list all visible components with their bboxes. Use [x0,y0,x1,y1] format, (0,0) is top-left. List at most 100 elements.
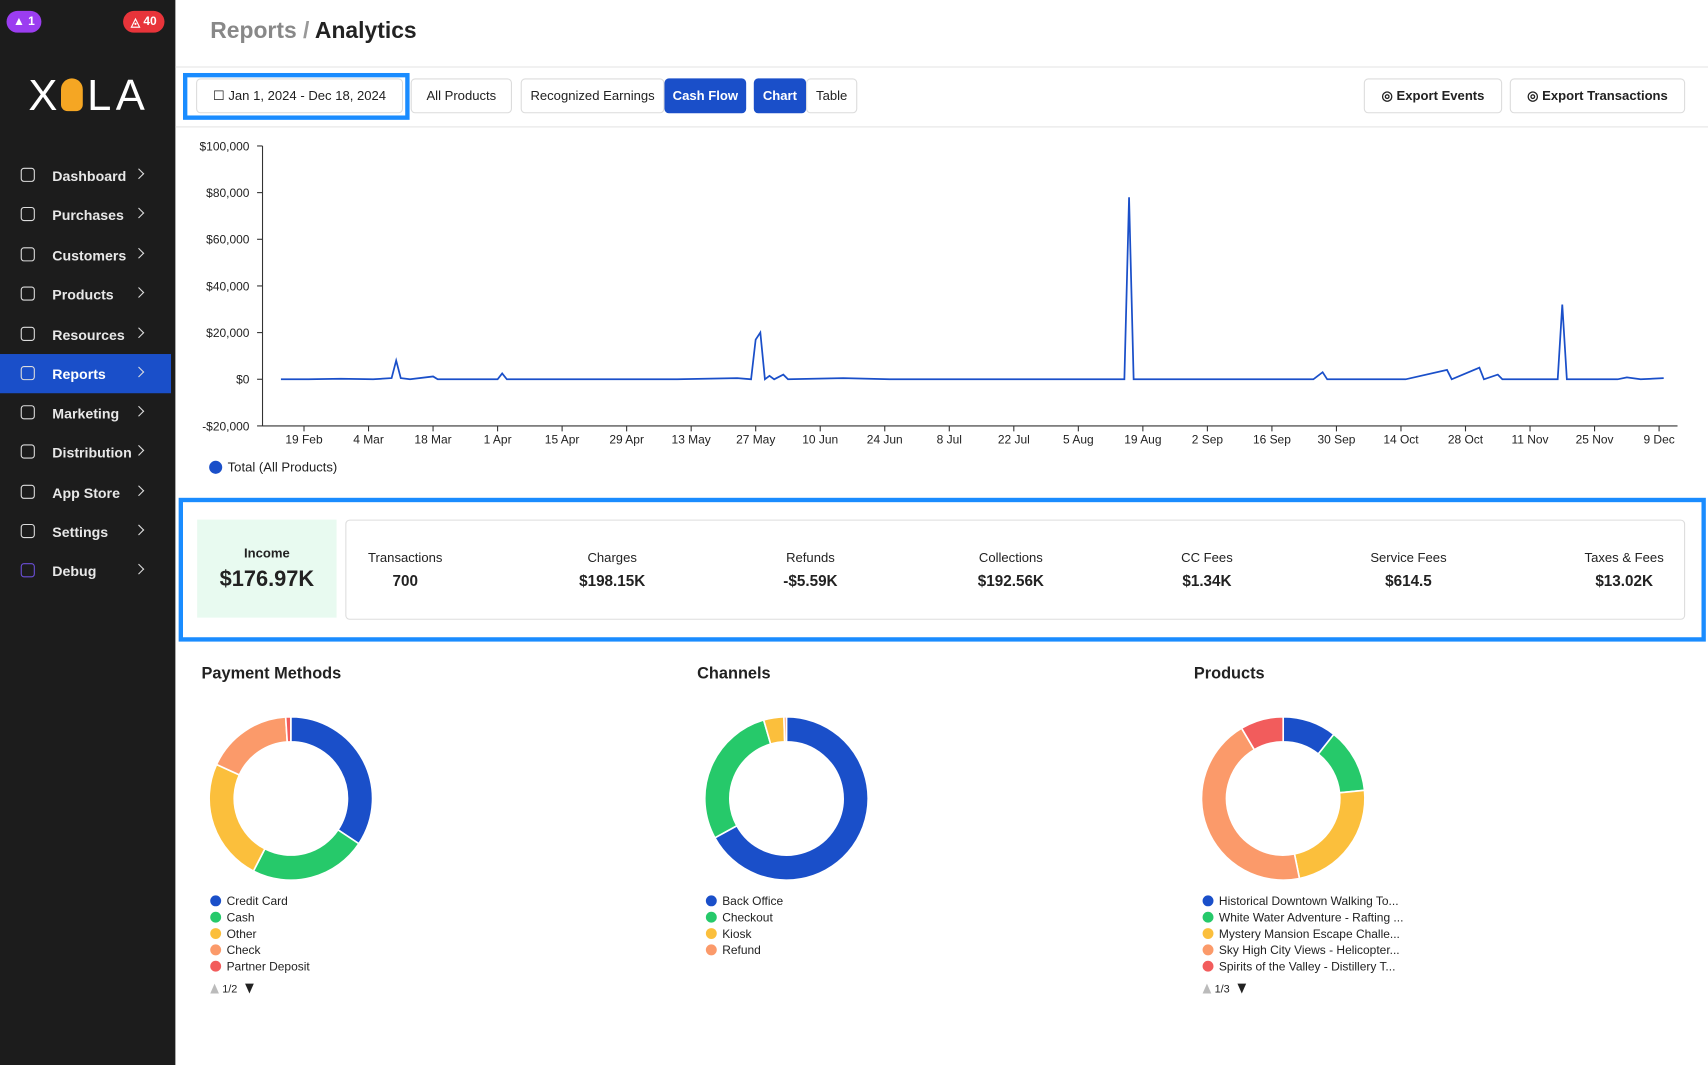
legend-marker [210,944,222,956]
nav-label: Purchases [52,206,124,223]
donut-slice[interactable] [704,718,772,839]
legend-marker [1202,960,1214,972]
nav-icon [20,247,35,262]
nav-item[interactable]: Products [0,275,171,314]
divider [175,66,1708,68]
stat-value: $614.5 [1385,571,1432,590]
toggle-button[interactable]: Cash Flow [664,78,747,114]
donut-slice[interactable] [1240,715,1285,751]
nav-item[interactable]: Resources [0,315,171,354]
toggle-button[interactable]: Recognized Earnings [520,78,665,114]
stat: Taxes & Fees $13.02K [1559,520,1690,620]
pager-next[interactable] [245,983,254,994]
pager-label: 1/3 [1215,983,1230,995]
x-tick-label: 22 Jul [998,432,1030,446]
donut-slice[interactable] [1200,727,1301,881]
nav-item[interactable]: Marketing [0,393,171,432]
toggle-button[interactable]: Table [806,78,858,114]
legend-label[interactable]: Kiosk [722,927,751,941]
breadcrumb-parent[interactable]: Reports [210,18,297,44]
stat-label: Charges [587,550,637,566]
legend-label[interactable]: Back Office [722,894,783,908]
legend-marker [1202,911,1214,923]
x-tick-label: 14 Oct [1383,432,1419,446]
chevron [133,405,145,417]
legend-label[interactable]: Partner Deposit [227,960,311,974]
nav-icon [20,286,35,301]
nav-icon [20,563,35,578]
legend-label[interactable]: Historical Downtown Walking To... [1219,894,1399,908]
legend-label[interactable]: Check [227,943,261,957]
x-tick-label: 16 Sep [1253,432,1291,446]
y-tick-label: -$20,000 [202,419,250,433]
donut-slice[interactable] [1293,789,1366,880]
donut-slice[interactable] [208,763,266,873]
chart-title: Products [1194,665,1265,683]
pager-next[interactable] [1237,983,1247,994]
x-tick-label: 4 Mar [353,432,384,446]
pager-prev[interactable] [1202,983,1212,994]
y-tick-label: $80,000 [206,186,250,200]
legend-marker [1202,944,1214,956]
legend-label[interactable]: Checkout [722,911,773,925]
donut-slice[interactable] [284,715,292,743]
logo-icon [61,78,83,112]
nav-item[interactable]: Customers [0,235,171,274]
pager-label: 1/2 [222,983,237,995]
nav-item[interactable]: Debug [0,551,171,590]
stat-label: Taxes & Fees [1584,550,1664,566]
nav-item[interactable]: App Store [0,473,171,512]
nav-label: Resources [52,326,125,343]
date-range[interactable]: ☐ Jan 1, 2024 - Dec 18, 2024 [196,78,404,114]
legend-marker [210,895,222,907]
donut-slice[interactable] [783,715,788,743]
nav-item[interactable]: Purchases [0,195,171,234]
donut-slice[interactable] [215,716,289,777]
legend-label[interactable]: Spirits of the Valley - Distillery T... [1219,960,1395,974]
x-tick-label: 15 Apr [545,432,580,446]
pager-prev[interactable] [210,983,219,994]
stat-value: 700 [392,571,418,590]
legend-label[interactable]: Refund [722,943,761,957]
legend-label[interactable]: Other [227,927,257,941]
nav-label: Settings [52,523,109,540]
export-button[interactable]: ◎ Export Transactions [1509,78,1686,114]
income-label: Income [243,545,290,561]
legend-label[interactable]: White Water Adventure - Rafting ... [1219,911,1403,925]
legend-marker [705,944,717,956]
x-tick-label: 28 Oct [1448,432,1484,446]
donut-slice[interactable] [252,828,360,881]
stat-value: $192.56K [977,571,1044,590]
legend-label[interactable]: Sky High City Views - Helicopter... [1219,943,1400,957]
badge-count: 1 [28,15,35,29]
toggle-button[interactable]: Chart [753,78,807,114]
legend-marker [1202,895,1214,907]
nav-item[interactable]: Dashboard [0,156,171,195]
donut-slice[interactable] [713,715,869,881]
badge[interactable]: ◬ 40 [123,10,165,33]
chevron [133,168,145,180]
x-tick-label: 27 May [736,432,775,446]
nav-item[interactable]: Distribution [0,432,171,471]
stat-label: Refunds [786,550,835,566]
chevron [133,485,145,497]
chevron [133,524,145,536]
stat-label: Transactions [368,550,443,566]
stat-label: Service Fees [1370,550,1447,566]
donut-slice[interactable] [290,715,374,845]
income-card: Income $176.97K [197,519,337,618]
x-tick-label: 8 Jul [937,432,962,446]
legend-label[interactable]: Cash [227,911,255,925]
legend-label[interactable]: Total (All Products) [228,460,338,475]
legend-label[interactable]: Mystery Mansion Escape Challe... [1219,927,1400,941]
x-tick-label: 18 Mar [414,432,451,446]
nav-icon [20,523,35,539]
stat: Refunds -$5.59K [745,520,876,620]
badge[interactable]: ▲ 1 [6,10,42,33]
nav-icon [20,167,35,182]
nav-item[interactable]: Reports [0,354,172,394]
nav-item[interactable]: Settings [0,512,171,551]
export-button[interactable]: ◎ Export Events [1363,78,1503,114]
legend-label[interactable]: Credit Card [227,894,288,908]
product-filter[interactable]: All Products [410,78,512,114]
